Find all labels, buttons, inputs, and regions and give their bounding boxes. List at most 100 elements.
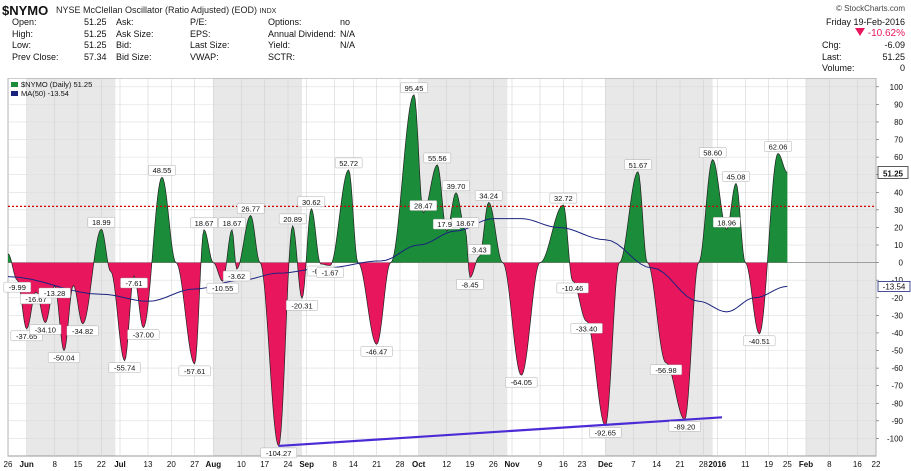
x-tick-label: 22 [872,460,881,469]
oscillator-areas [7,94,788,447]
data-label-box [570,323,603,334]
data-label-box [650,364,683,375]
data-label-box [668,421,701,432]
data-label: 32.72 [554,194,573,203]
data-label-box [456,279,484,290]
y-tick-label: -70 [891,382,903,391]
y-tick-label: 100 [890,83,904,92]
data-label: 95.45 [405,84,424,93]
bidask-label: Bid: [116,40,132,50]
dividend-value: N/A [340,40,356,50]
ma-value-tag-box [877,281,911,292]
data-label-box [764,141,792,152]
grid-lines [7,78,877,456]
y-axis: 1009080706050403020100-10-20-30-40-50-60… [876,83,911,443]
data-label: -10.55 [212,284,233,293]
y-tick-label: -100 [887,434,904,443]
data-labels: -9.99 -37.65 -16.67 -34.10 -13.28 -50.04 -34.8… [3,82,792,459]
x-tick-label: 8 [827,460,832,469]
data-label-box [743,335,776,347]
exchange: INDX [259,8,277,15]
x-tick-label: 11 [741,460,750,469]
data-label: 55.56 [428,154,447,163]
y-tick-label: 60 [894,153,903,162]
data-label-box [505,377,538,388]
data-label-box [29,324,62,335]
data-label-box [316,267,344,278]
data-label: 17.92 [437,220,456,229]
y-tick-label: 80 [894,118,903,127]
bidask-label: Bid Size: [116,51,152,62]
ohlc-value: 51.25 [84,40,107,50]
x-tick-label: Nov [504,460,520,469]
data-label: -89.20 [674,422,695,431]
x-tick-label: 9 [538,460,543,469]
ohlc-label: Low: [12,40,32,50]
data-label: 3.43 [472,246,487,255]
data-label: -7.61 [125,279,142,288]
dividend-label: Options: [268,17,302,27]
oscillator-line [7,94,788,447]
legend-label: $NYMO (Daily) 51.25 [21,80,92,89]
data-label-box [260,447,297,459]
data-label: -46.47 [366,347,387,356]
y-tick-label: -90 [891,417,903,426]
x-tick-label: 20 [167,460,176,469]
oscillator-chart: -9.99 -37.65 -16.67 -34.10 -13.28 -50.04 -34.8… [3,78,911,469]
data-label-box [442,180,470,192]
stat-value: 0 [899,63,905,73]
data-label-box [400,82,428,93]
data-label-box [236,203,265,214]
dividend-label: SCTR: [268,51,295,62]
x-tick-label: 8 [52,460,57,469]
description-text: NYSE McClellan Oscillator (Ratio Adjuste… [56,5,258,15]
data-label: -20.31 [291,301,312,310]
ma50-line [7,218,788,313]
x-tick-label: 17 [260,460,269,469]
data-label-box [190,217,218,228]
y-tick-label: -80 [891,399,903,408]
data-label: 34.24 [479,191,498,200]
data-label-box [722,171,750,182]
data-label-box [409,200,438,211]
data-label: -57.61 [184,367,205,376]
x-tick-label: 14 [652,460,661,469]
x-tick-label: 16 [853,460,862,469]
x-tick-label: 19 [466,460,475,469]
data-label-box [108,362,141,373]
change-pct: -10.62% [808,28,905,39]
x-tick-label: 22 [97,460,106,469]
data-label-box [278,213,307,225]
x-tick-label: Sep [299,460,314,469]
data-label-box [87,217,116,228]
ohlc-value: 57.34 [84,51,107,62]
x-tick-label: 28 [396,460,405,469]
data-label: -34.10 [35,326,56,335]
data-label-box [48,352,81,363]
x-tick-label: Oct [412,460,426,469]
last-value-tag-box [877,166,909,179]
x-tick-label: 8 [332,460,337,469]
x-tick-label: 15 [74,460,83,469]
data-label-box [286,300,319,311]
x-tick-label: Dec [598,460,613,469]
x-tick-label: Aug [206,460,222,469]
data-label-box [38,287,71,299]
data-label: -92.65 [595,428,616,437]
x-tick-label: 27 [190,460,199,469]
data-label-box [451,217,480,228]
data-label-box [423,152,452,164]
stat-value: -6.09 [884,40,905,50]
y-tick-label: -50 [891,347,903,356]
bidask-label: Ask: [116,17,134,27]
stat-label: Chg: [822,40,842,50]
ohlc-value: 51.25 [84,17,107,27]
data-label-box [360,346,393,357]
quote-date: Friday 19-Feb-2016 [825,17,905,27]
data-label: -64.05 [511,378,532,387]
x-tick-label: Jun [20,460,34,469]
last-value-tag: 51.25 [883,170,904,179]
data-label: 28.47 [414,202,433,211]
data-label: -56.98 [655,366,676,375]
data-label-box [127,329,160,340]
